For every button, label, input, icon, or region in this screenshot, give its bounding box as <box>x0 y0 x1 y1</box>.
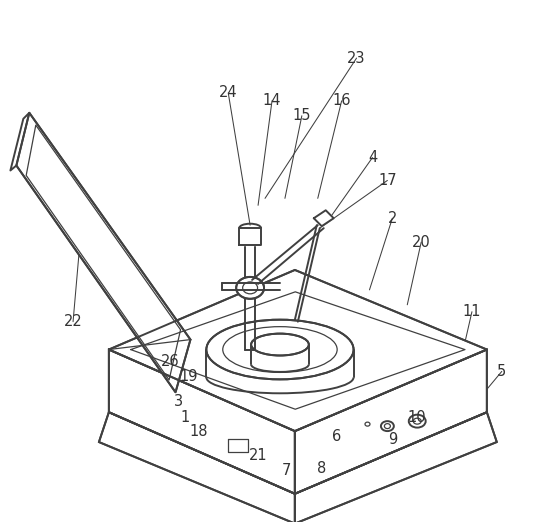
Text: 14: 14 <box>263 94 281 108</box>
Polygon shape <box>109 270 487 431</box>
Text: 15: 15 <box>293 108 311 123</box>
Text: 6: 6 <box>332 428 341 444</box>
Text: 26: 26 <box>161 354 180 369</box>
Polygon shape <box>295 349 487 494</box>
Text: 3: 3 <box>174 394 183 409</box>
Text: 20: 20 <box>412 235 431 249</box>
Text: 16: 16 <box>332 94 351 108</box>
Text: 4: 4 <box>368 150 377 165</box>
Polygon shape <box>239 228 261 245</box>
Text: 21: 21 <box>249 448 268 463</box>
Text: 11: 11 <box>463 304 481 319</box>
Text: 17: 17 <box>378 173 397 188</box>
Text: 24: 24 <box>219 85 238 100</box>
Text: 19: 19 <box>179 369 198 384</box>
Ellipse shape <box>251 334 309 356</box>
Text: 5: 5 <box>497 364 506 379</box>
Text: 8: 8 <box>317 461 326 476</box>
Text: 9: 9 <box>387 431 397 447</box>
Text: 1: 1 <box>181 410 190 425</box>
Polygon shape <box>16 113 190 392</box>
Polygon shape <box>109 349 295 494</box>
Polygon shape <box>99 412 295 523</box>
Text: 22: 22 <box>64 314 82 329</box>
Text: 2: 2 <box>387 211 397 226</box>
Text: 7: 7 <box>282 463 292 479</box>
Ellipse shape <box>236 277 264 299</box>
Ellipse shape <box>207 320 354 379</box>
Text: 23: 23 <box>347 51 366 65</box>
Text: 10: 10 <box>408 410 427 425</box>
Polygon shape <box>295 412 497 523</box>
Text: 18: 18 <box>189 424 208 439</box>
Polygon shape <box>314 210 334 226</box>
